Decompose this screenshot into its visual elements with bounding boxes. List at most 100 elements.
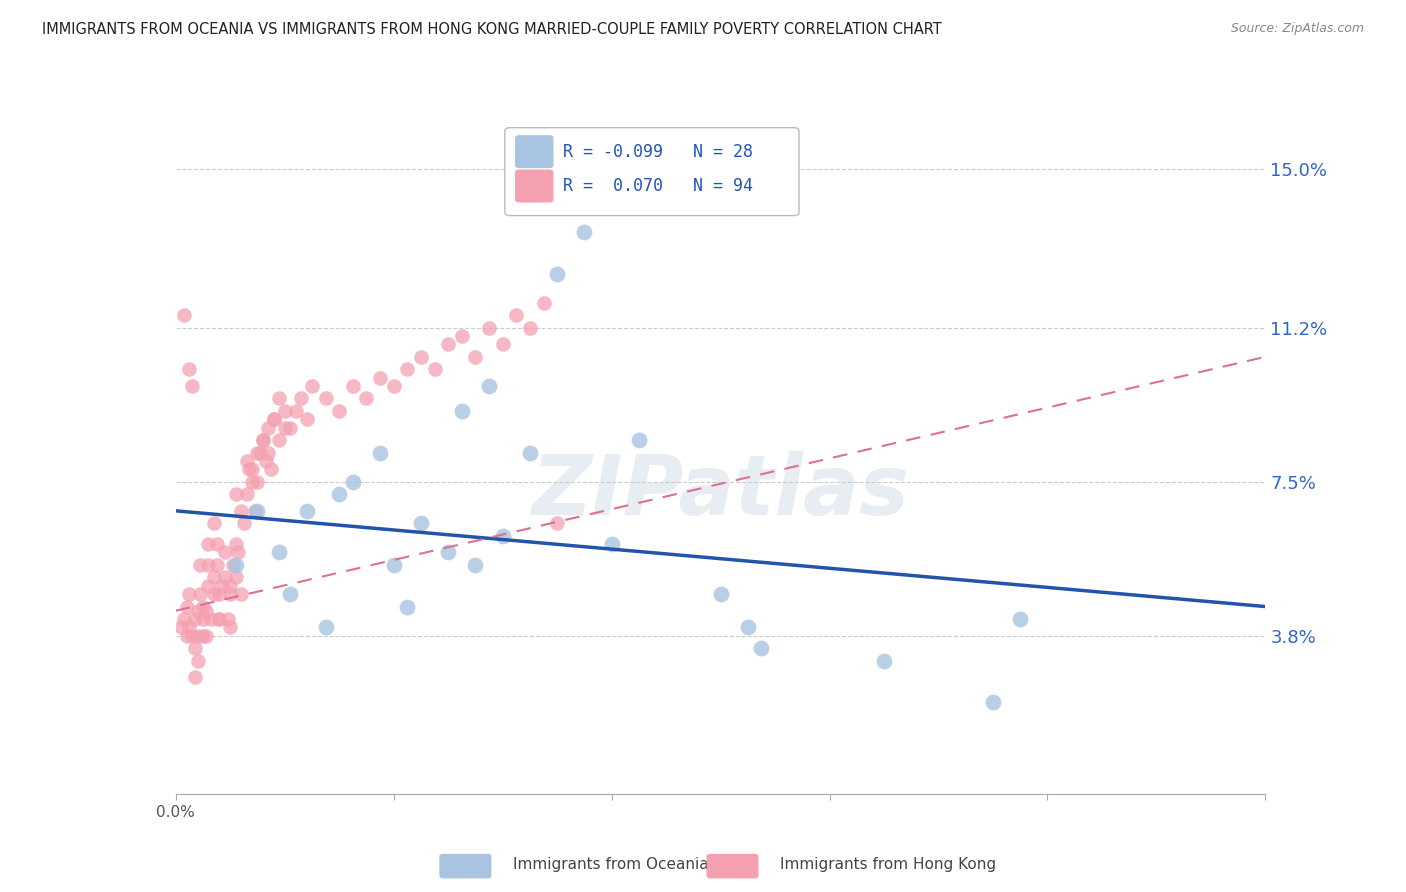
Point: [219, 587, 242, 601]
Point: [184, 641, 207, 656]
Point: [328, 487, 350, 501]
Point: [186, 604, 209, 618]
Point: [235, 454, 257, 468]
Point: [222, 558, 245, 572]
Point: [315, 620, 337, 634]
Point: [396, 599, 419, 614]
Point: [214, 570, 236, 584]
Point: [315, 392, 337, 406]
FancyBboxPatch shape: [516, 170, 553, 202]
Point: [188, 558, 211, 572]
Text: Immigrants from Hong Kong: Immigrants from Hong Kong: [780, 857, 997, 872]
Point: [179, 587, 201, 601]
Text: 0.0%: 0.0%: [156, 805, 195, 820]
Point: [240, 462, 263, 476]
Point: [505, 308, 527, 322]
Point: [356, 392, 378, 406]
Point: [328, 404, 350, 418]
FancyBboxPatch shape: [505, 128, 799, 216]
Point: [278, 420, 301, 434]
Point: [219, 620, 242, 634]
Text: R =  0.070   N = 94: R = 0.070 N = 94: [562, 177, 752, 195]
Point: [173, 308, 195, 322]
Point: [260, 462, 283, 476]
Point: [231, 504, 253, 518]
Point: [202, 570, 225, 584]
Point: [225, 558, 247, 572]
Point: [176, 629, 198, 643]
Point: [205, 558, 228, 572]
Point: [191, 612, 214, 626]
Point: [219, 579, 242, 593]
Point: [409, 350, 432, 364]
Point: [208, 612, 231, 626]
Point: [232, 516, 254, 531]
Point: [269, 392, 291, 406]
Point: [437, 545, 460, 559]
Point: [546, 516, 568, 531]
Point: [225, 570, 247, 584]
Point: [181, 629, 204, 643]
Point: [225, 537, 247, 551]
Point: [257, 445, 280, 459]
Point: [737, 620, 759, 634]
Point: [205, 537, 228, 551]
Point: [269, 433, 291, 447]
Point: [492, 337, 515, 351]
Point: [225, 487, 247, 501]
Point: [981, 695, 1004, 709]
Point: [450, 404, 472, 418]
Point: [170, 620, 193, 634]
Point: [519, 445, 541, 459]
Point: [342, 379, 364, 393]
Point: [368, 445, 391, 459]
Point: [437, 337, 460, 351]
Point: [176, 599, 198, 614]
Point: [342, 475, 364, 489]
Point: [186, 654, 209, 668]
Point: [179, 620, 201, 634]
Text: Immigrants from Oceania: Immigrants from Oceania: [513, 857, 709, 872]
Point: [186, 629, 209, 643]
Point: [197, 579, 219, 593]
Point: [252, 433, 274, 447]
Point: [191, 629, 214, 643]
Point: [301, 379, 323, 393]
Point: [478, 379, 501, 393]
Point: [202, 516, 225, 531]
Point: [464, 350, 486, 364]
Point: [284, 404, 307, 418]
Point: [450, 329, 472, 343]
Point: [194, 629, 217, 643]
Point: [274, 404, 297, 418]
Point: [197, 558, 219, 572]
Point: [188, 587, 211, 601]
Point: [1010, 612, 1032, 626]
Point: [197, 537, 219, 551]
Point: [240, 475, 263, 489]
Point: [368, 370, 391, 384]
Point: [533, 295, 555, 310]
Point: [231, 587, 253, 601]
Point: [574, 225, 596, 239]
Point: [173, 612, 195, 626]
Point: [600, 537, 623, 551]
Point: [295, 504, 318, 518]
Point: [200, 612, 222, 626]
Point: [290, 392, 312, 406]
Text: ZIPatlas: ZIPatlas: [531, 451, 910, 533]
Point: [181, 379, 204, 393]
Point: [710, 587, 733, 601]
Point: [478, 320, 501, 334]
Point: [246, 445, 269, 459]
Point: [382, 558, 405, 572]
Point: [278, 587, 301, 601]
Point: [243, 504, 266, 518]
Text: R = -0.099   N = 28: R = -0.099 N = 28: [562, 143, 752, 161]
Point: [492, 529, 515, 543]
Point: [249, 445, 271, 459]
Text: IMMIGRANTS FROM OCEANIA VS IMMIGRANTS FROM HONG KONG MARRIED-COUPLE FAMILY POVER: IMMIGRANTS FROM OCEANIA VS IMMIGRANTS FR…: [42, 22, 942, 37]
Point: [194, 604, 217, 618]
Point: [274, 420, 297, 434]
Point: [208, 587, 231, 601]
